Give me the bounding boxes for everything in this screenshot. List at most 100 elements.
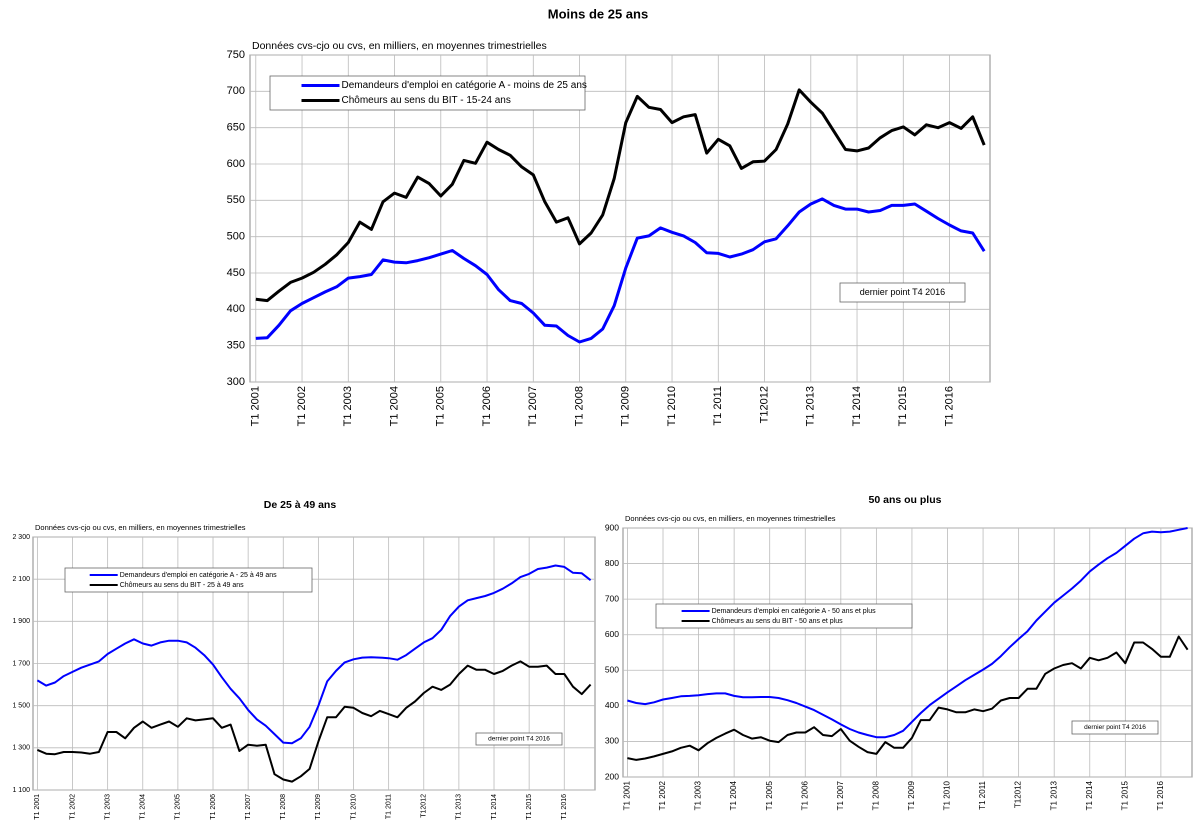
- x-tick-label: T1 2002: [69, 794, 76, 820]
- x-tick-label: T1 2007: [245, 794, 252, 820]
- y-tick-label: 450: [227, 267, 245, 279]
- x-tick-label: T1 2006: [210, 794, 217, 820]
- y-tick-label: 750: [227, 49, 245, 61]
- y-tick-label: 2 300: [12, 534, 30, 541]
- x-tick-label: T12012: [758, 386, 770, 423]
- x-tick-label: T1 2015: [526, 794, 533, 820]
- x-tick-label: T1 2006: [481, 386, 493, 426]
- x-tick-label: T1 2003: [694, 780, 703, 810]
- x-tick-label: T1 2001: [623, 780, 632, 810]
- chart-subtitle: Données cvs-cjo ou cvs, en milliers, en …: [35, 523, 246, 532]
- y-tick-label: 1 700: [12, 660, 30, 667]
- chart-subtitle: Données cvs-cjo ou cvs, en milliers, en …: [625, 514, 836, 523]
- chart-subtitle: Données cvs-cjo ou cvs, en milliers, en …: [252, 40, 547, 52]
- y-tick-label: 200: [605, 771, 619, 781]
- x-tick-label: T1 2014: [491, 794, 498, 820]
- x-tick-label: T1 2010: [943, 780, 952, 810]
- x-tick-label: T1 2010: [350, 794, 357, 820]
- y-tick-label: 600: [227, 158, 245, 170]
- data-line: [37, 660, 592, 783]
- legend-box: [655, 603, 913, 629]
- y-tick-label: 2 100: [12, 576, 30, 583]
- x-tick-label: T1 2011: [712, 386, 724, 426]
- annotation-box: [1071, 720, 1159, 735]
- legend-label: Chômeurs au sens du BIT - 50 ans et plus: [712, 618, 843, 625]
- x-tick-label: T1 2005: [435, 386, 447, 426]
- x-tick-label: T1 2005: [765, 780, 774, 810]
- x-tick-label: T1 2009: [620, 386, 632, 426]
- annotation: dernier point T4 2016: [1084, 724, 1146, 731]
- x-tick-label: T1 2013: [805, 386, 817, 426]
- y-tick-label: 300: [227, 376, 245, 388]
- y-tick-label: 600: [605, 629, 619, 639]
- y-tick-label: 700: [227, 85, 245, 97]
- legend-box: [269, 75, 586, 111]
- legend-label: Demandeurs d'emploi en catégorie A - 25 …: [120, 572, 277, 579]
- y-tick-label: 350: [227, 340, 245, 352]
- x-tick-label: T1 2006: [800, 780, 809, 810]
- x-tick-label: T1 2016: [943, 386, 955, 426]
- x-tick-label: T1 2014: [851, 386, 863, 426]
- x-tick-label: T1 2015: [1120, 780, 1129, 810]
- x-tick-label: T1 2001: [34, 794, 41, 820]
- data-line: [627, 527, 1188, 739]
- x-tick-label: T1 2005: [175, 794, 182, 820]
- chart-title: De 25 à 49 ans: [264, 499, 337, 511]
- y-tick-label: 400: [605, 700, 619, 710]
- chart-title: 50 ans ou plus: [869, 494, 942, 506]
- y-tick-label: 550: [227, 194, 245, 206]
- x-tick-label: T1 2009: [315, 794, 322, 820]
- annotation-box: [839, 282, 966, 303]
- data-line: [627, 635, 1189, 761]
- legend-label: Chômeurs au sens du BIT - 25 à 49 ans: [120, 582, 244, 589]
- x-tick-label: T1 2002: [296, 386, 308, 426]
- y-tick-label: 1 900: [12, 618, 30, 625]
- x-tick-label: T1 2016: [561, 794, 568, 820]
- x-tick-label: T1 2011: [385, 794, 392, 819]
- legend-label: Demandeurs d'emploi en catégorie A - moi…: [342, 80, 587, 91]
- x-tick-label: T12012: [1014, 780, 1023, 808]
- y-tick-label: 800: [605, 558, 619, 568]
- x-tick-label: T1 2002: [658, 780, 667, 810]
- x-tick-label: T1 2007: [527, 386, 539, 426]
- x-tick-label: T1 2007: [836, 780, 845, 810]
- data-line: [255, 197, 986, 344]
- chart-title: Moins de 25 ans: [548, 6, 648, 21]
- x-tick-label: T1 2009: [907, 780, 916, 810]
- x-tick-label: T1 2013: [1049, 780, 1058, 810]
- y-tick-label: 500: [227, 231, 245, 243]
- y-tick-label: 500: [605, 665, 619, 675]
- x-tick-label: T1 2011: [978, 780, 987, 809]
- y-tick-label: 700: [605, 593, 619, 603]
- y-tick-label: 1 100: [12, 787, 30, 794]
- x-tick-label: T1 2008: [280, 794, 287, 820]
- annotation-box: [475, 732, 563, 746]
- legend-label: Demandeurs d'emploi en catégorie A - 50 …: [712, 608, 876, 615]
- x-tick-label: T1 2004: [729, 780, 738, 810]
- x-tick-label: T1 2016: [1156, 780, 1165, 810]
- annotation: dernier point T4 2016: [860, 287, 945, 297]
- y-tick-label: 900: [605, 522, 619, 532]
- y-tick-label: 1 300: [12, 745, 30, 752]
- x-tick-label: T1 2013: [456, 794, 463, 820]
- x-tick-label: T1 2008: [871, 780, 880, 810]
- plot-area: [622, 527, 1193, 778]
- annotation: dernier point T4 2016: [488, 736, 550, 743]
- x-tick-label: T1 2003: [104, 794, 111, 820]
- x-tick-label: T1 2001: [250, 386, 262, 426]
- x-tick-label: T1 2004: [388, 386, 400, 426]
- data-line: [36, 564, 592, 745]
- x-tick-label: T1 2014: [1085, 780, 1094, 810]
- x-tick-label: T12012: [421, 794, 428, 818]
- x-tick-label: T1 2010: [666, 386, 678, 426]
- legend-label: Chômeurs au sens du BIT - 15-24 ans: [342, 95, 511, 106]
- y-tick-label: 300: [605, 736, 619, 746]
- y-tick-label: 650: [227, 122, 245, 134]
- x-tick-label: T1 2004: [140, 794, 147, 820]
- y-tick-label: 1 500: [12, 703, 30, 710]
- x-tick-label: T1 2015: [897, 386, 909, 426]
- y-tick-label: 400: [227, 303, 245, 315]
- legend-box: [64, 567, 313, 593]
- x-tick-label: T1 2003: [342, 386, 354, 426]
